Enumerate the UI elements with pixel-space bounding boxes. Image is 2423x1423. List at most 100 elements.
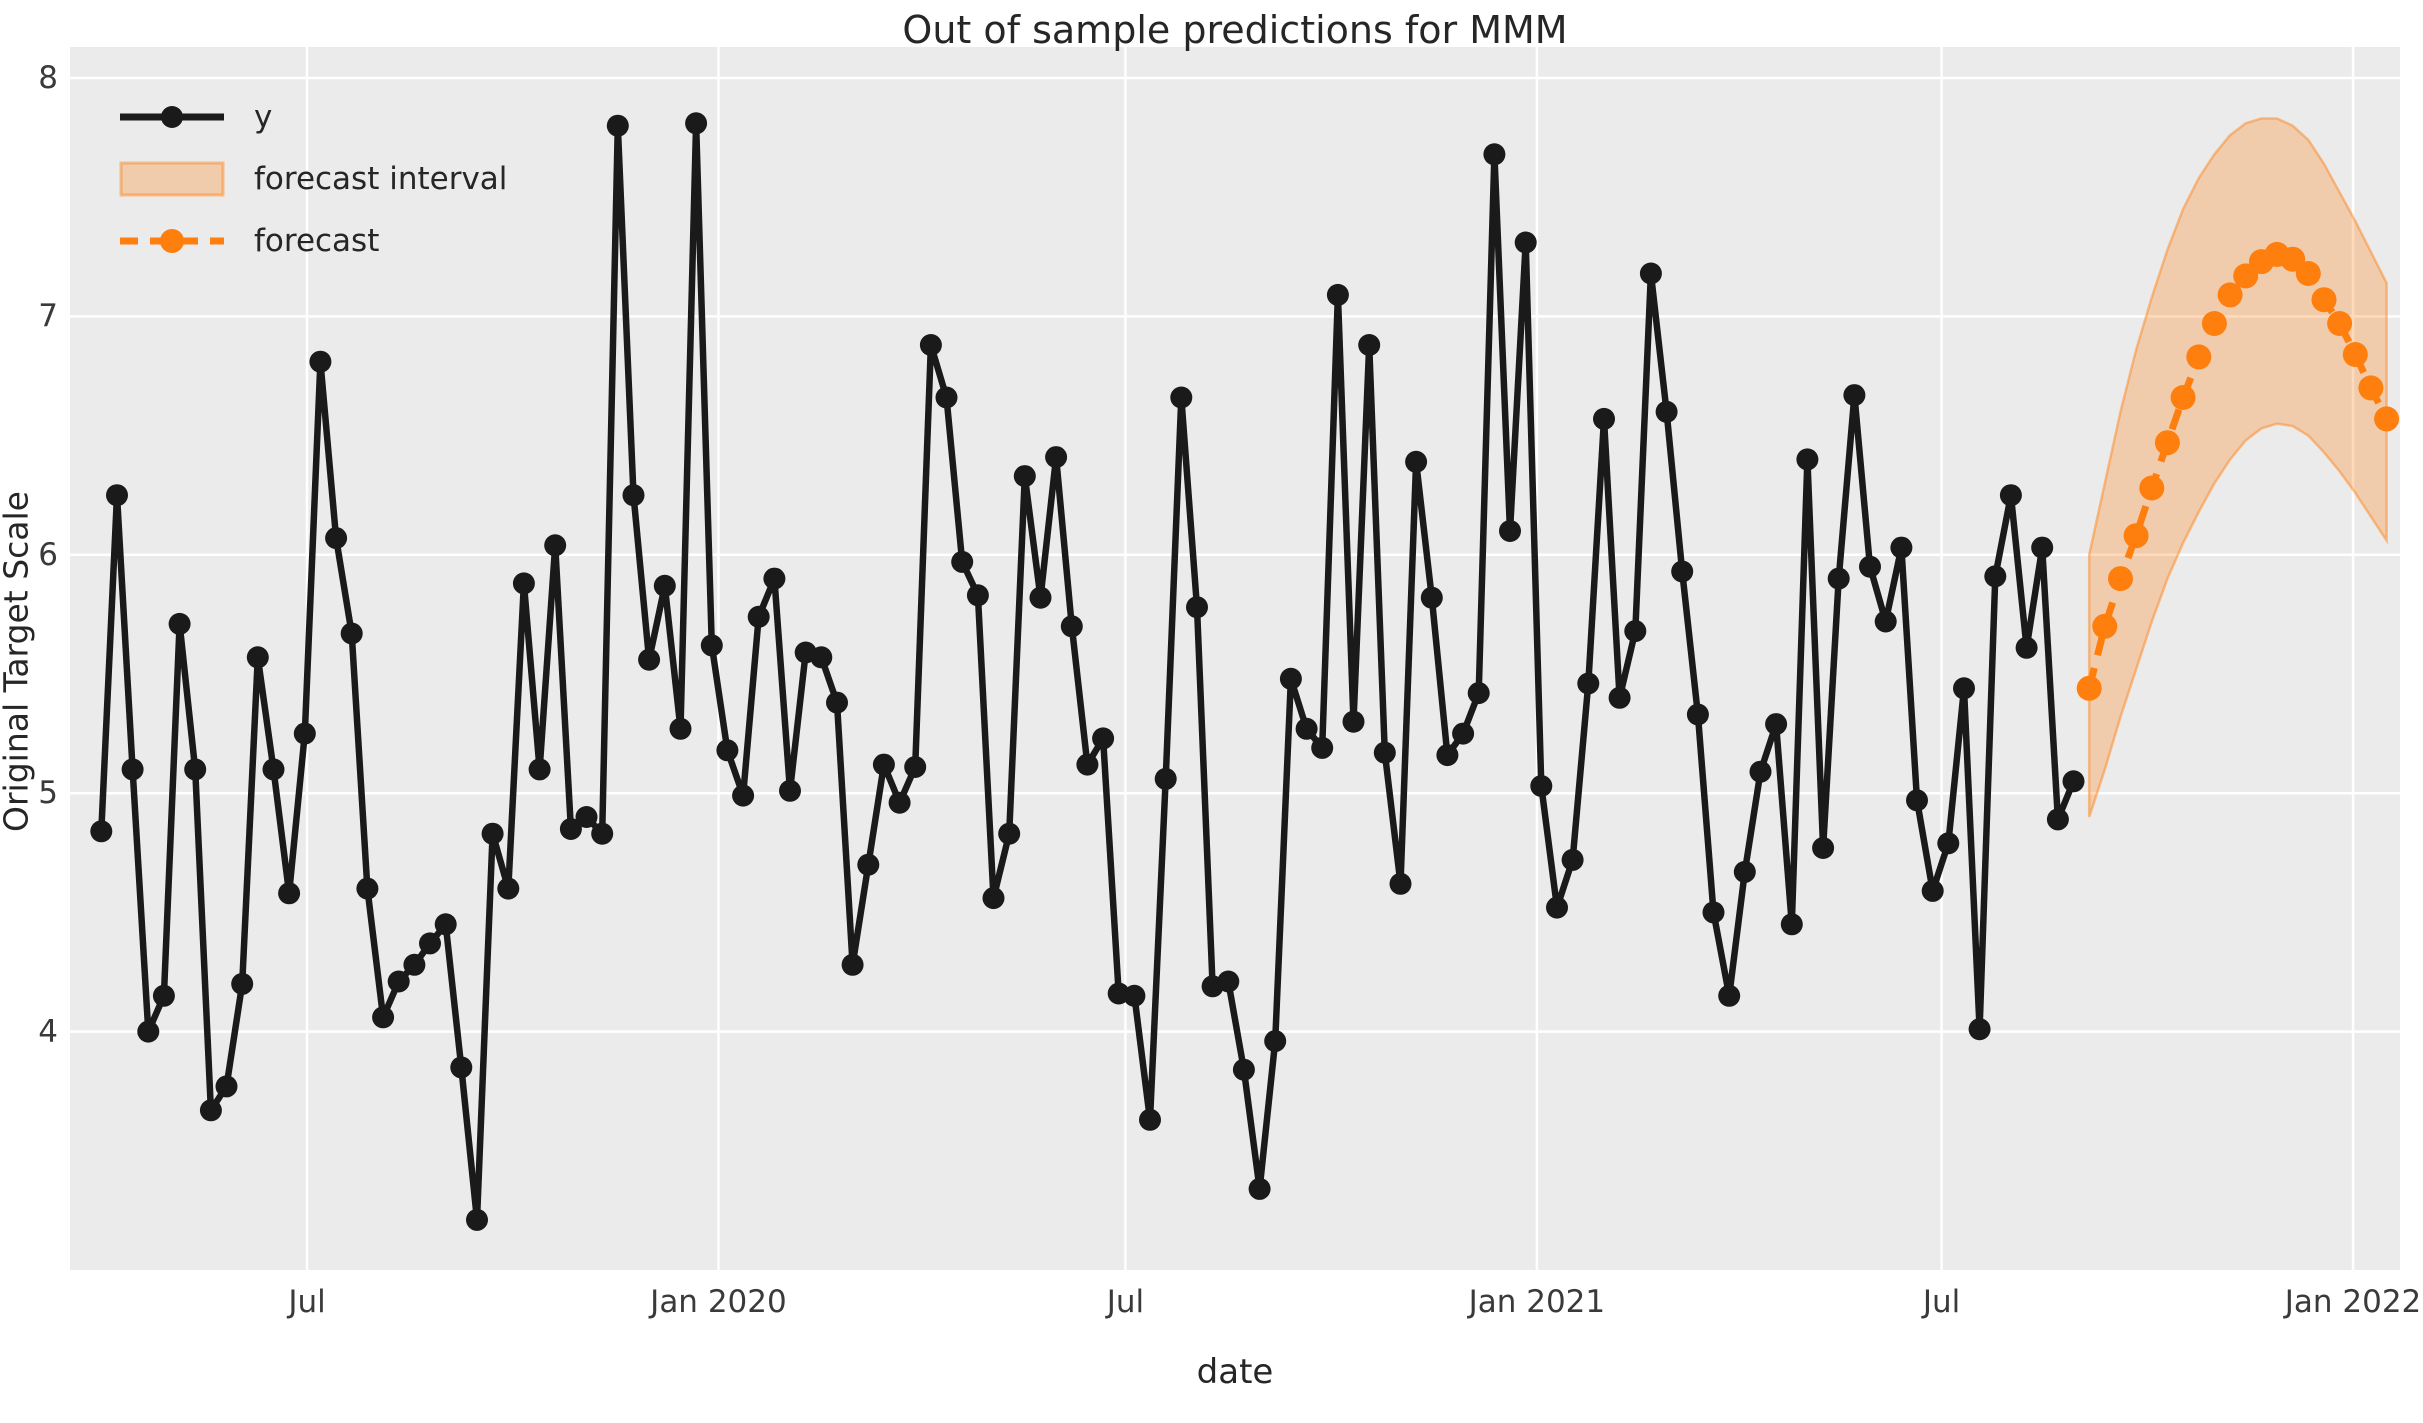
x-tick-label: Jan 2021 bbox=[1468, 1284, 1606, 1320]
y-marker bbox=[1530, 775, 1553, 797]
y-marker bbox=[356, 877, 379, 900]
forecast-marker bbox=[2170, 385, 2196, 410]
legend-label-y: y bbox=[254, 99, 273, 135]
y-marker bbox=[2015, 636, 2038, 659]
x-tick-label: Jan 2022 bbox=[2284, 1284, 2422, 1320]
y-marker bbox=[1796, 448, 1819, 471]
x-axis-label: date bbox=[1196, 1352, 1274, 1392]
y-marker bbox=[1342, 710, 1365, 733]
y-marker bbox=[732, 784, 755, 807]
y-marker bbox=[466, 1208, 488, 1231]
y-marker bbox=[1827, 567, 1850, 590]
y-marker bbox=[168, 612, 191, 635]
forecast-marker bbox=[2076, 675, 2102, 701]
y-tick-label: 7 bbox=[38, 298, 58, 335]
legend-item-forecast: forecast bbox=[118, 210, 507, 272]
y-marker bbox=[1843, 384, 1866, 407]
y-marker bbox=[1311, 736, 1334, 759]
y-marker bbox=[528, 758, 551, 781]
y-marker bbox=[1765, 713, 1788, 736]
forecast-marker bbox=[2139, 475, 2165, 501]
y-marker bbox=[1420, 586, 1443, 609]
y-marker bbox=[826, 691, 848, 714]
y-marker bbox=[1514, 231, 1537, 254]
y-marker bbox=[419, 932, 441, 955]
y-marker bbox=[1217, 970, 1240, 993]
y-marker bbox=[1013, 465, 1036, 488]
y-marker bbox=[1608, 686, 1631, 709]
y-marker bbox=[2062, 770, 2085, 793]
y-marker bbox=[966, 584, 989, 607]
legend-label-forecast: forecast bbox=[254, 223, 380, 259]
y-marker bbox=[481, 822, 504, 845]
y-marker bbox=[1389, 872, 1412, 895]
y-marker bbox=[434, 913, 457, 936]
y-tick-label: 5 bbox=[38, 775, 58, 812]
y-marker bbox=[779, 779, 801, 802]
y-marker bbox=[841, 953, 864, 976]
y-marker bbox=[1749, 760, 1772, 783]
legend: y forecast interval forecast bbox=[118, 86, 507, 272]
y-marker bbox=[2046, 808, 2069, 831]
y-marker bbox=[1921, 879, 1944, 902]
y-marker bbox=[497, 877, 520, 900]
y-marker bbox=[1436, 744, 1459, 767]
forecast-marker bbox=[2201, 311, 2227, 336]
y-marker bbox=[700, 634, 723, 657]
y-marker bbox=[2031, 536, 2054, 559]
y-marker bbox=[1483, 143, 1506, 166]
y-marker bbox=[1139, 1108, 1161, 1131]
y-marker bbox=[450, 1056, 473, 1079]
y-marker bbox=[1279, 667, 1302, 690]
y-marker bbox=[919, 334, 942, 356]
y-marker bbox=[935, 386, 958, 409]
y-marker bbox=[544, 534, 567, 557]
forecast-interval-band bbox=[2087, 117, 2388, 818]
y-marker bbox=[669, 717, 692, 740]
y-marker bbox=[1326, 283, 1349, 306]
y-marker bbox=[1248, 1177, 1271, 1200]
y-line-sample-icon bbox=[120, 106, 224, 128]
y-marker bbox=[1076, 753, 1099, 776]
y-marker bbox=[1577, 672, 1600, 695]
y-marker bbox=[904, 756, 927, 778]
y-marker bbox=[215, 1075, 238, 1098]
legend-item-forecast-interval: forecast interval bbox=[118, 148, 507, 210]
y-marker bbox=[638, 648, 661, 671]
y-marker bbox=[951, 550, 974, 573]
y-marker bbox=[199, 1099, 222, 1122]
y-marker bbox=[90, 820, 113, 843]
y-marker bbox=[340, 622, 363, 645]
forecast-line-sample-icon bbox=[120, 229, 224, 253]
y-marker bbox=[1999, 484, 2022, 507]
x-tick-label: Jul bbox=[1106, 1284, 1145, 1320]
y-marker bbox=[309, 350, 332, 373]
y-tick-label: 8 bbox=[38, 59, 58, 96]
y-marker bbox=[1467, 682, 1490, 705]
y-marker bbox=[1686, 703, 1709, 726]
y-marker bbox=[653, 574, 676, 597]
forecast-marker bbox=[2358, 375, 2384, 401]
y-marker bbox=[1499, 520, 1521, 542]
forecast-marker bbox=[2311, 287, 2337, 313]
y-marker bbox=[1733, 860, 1756, 883]
forecast-marker bbox=[2374, 406, 2400, 432]
y-marker bbox=[121, 758, 144, 781]
y-marker bbox=[982, 887, 1005, 910]
y-marker bbox=[1186, 596, 1208, 619]
y-marker bbox=[1671, 560, 1694, 583]
forecast-marker bbox=[2186, 344, 2212, 370]
y-marker bbox=[763, 567, 786, 590]
y-marker bbox=[372, 1006, 395, 1029]
forecast-marker bbox=[2123, 523, 2149, 549]
y-marker bbox=[575, 806, 598, 828]
y-marker bbox=[1373, 741, 1396, 764]
forecast-marker bbox=[2295, 261, 2321, 286]
y-marker bbox=[1045, 446, 1068, 469]
y-marker bbox=[325, 527, 348, 550]
y-tick-label: 6 bbox=[38, 536, 58, 573]
y-marker bbox=[278, 882, 301, 905]
y-marker bbox=[888, 791, 911, 814]
